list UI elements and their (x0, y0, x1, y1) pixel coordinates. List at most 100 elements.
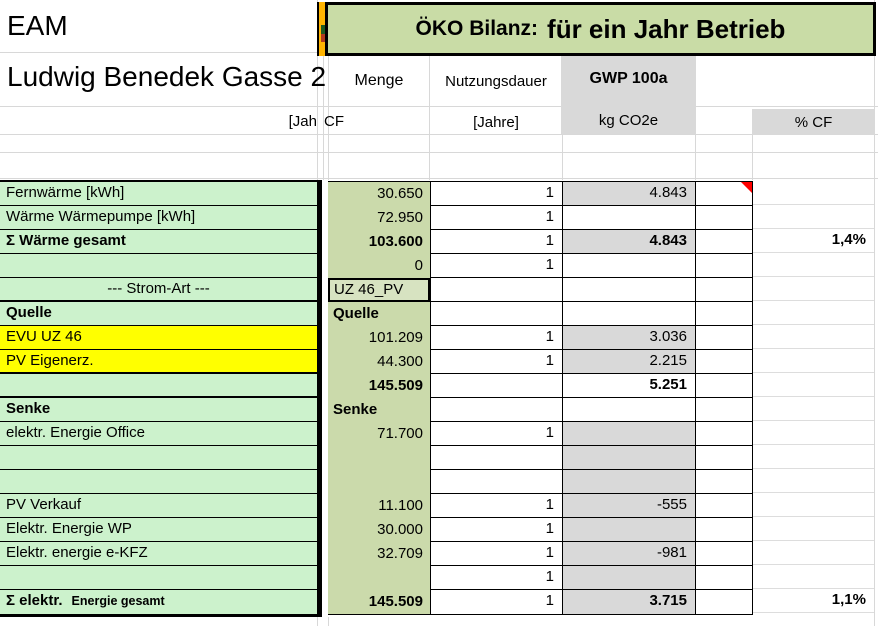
cf-percent-cell[interactable] (753, 205, 874, 229)
row-label-cell[interactable]: Elektr. Energie WP (0, 518, 317, 542)
menge-value-cell[interactable] (328, 470, 430, 494)
nutzungsdauer-value-cell[interactable] (431, 470, 562, 494)
row-label-cell[interactable]: --- Strom-Art --- (0, 278, 317, 302)
nutzungsdauer-value-cell[interactable]: 1 (431, 206, 562, 230)
note-cell[interactable] (696, 206, 752, 230)
cf-percent-cell[interactable] (753, 493, 874, 517)
menge-value-cell[interactable]: 44.300 (377, 353, 423, 370)
gwp-value-cell[interactable]: 4.843 (563, 182, 695, 206)
note-cell[interactable] (696, 230, 752, 254)
report-title-banner[interactable]: ÖKO Bilanz: für ein Jahr Betrieb (325, 2, 876, 56)
clipped-year-label[interactable]: [Jah (288, 113, 317, 130)
row-label-cell[interactable]: Elektr. energie e-KFZ (0, 542, 317, 566)
nutzungsdauer-value-cell[interactable]: 1 (431, 230, 562, 254)
gwp-value-cell[interactable] (563, 566, 695, 590)
gwp-value-cell[interactable] (563, 470, 695, 494)
nutzungsdauer-value-cell[interactable] (431, 398, 562, 422)
cf-label[interactable]: CF (324, 113, 344, 130)
gwp-value-cell[interactable] (563, 518, 695, 542)
menge-value-cell[interactable]: 30.000 (377, 521, 423, 538)
cf-percent-cell[interactable] (753, 421, 874, 445)
nutzungsdauer-column-header[interactable]: Nutzungsdauer (445, 72, 547, 90)
gwp-value-cell[interactable]: -981 (563, 542, 695, 566)
cf-percent-cell[interactable] (753, 517, 874, 541)
cf-percent-cell[interactable]: 1,1% (753, 589, 874, 613)
row-label-cell[interactable] (0, 446, 317, 470)
cf-percent-cell[interactable] (753, 325, 874, 349)
row-label-cell[interactable]: Senke (0, 398, 317, 422)
cf-percent-cell[interactable] (753, 373, 874, 397)
note-cell[interactable] (696, 254, 752, 278)
note-cell[interactable] (696, 182, 752, 206)
note-cell[interactable] (696, 278, 752, 302)
address-cell[interactable]: Ludwig Benedek Gasse 2 (7, 61, 327, 92)
gwp-value-cell[interactable] (563, 422, 695, 446)
nutzungsdauer-value-cell[interactable]: 1 (431, 182, 562, 206)
gwp-value-cell[interactable]: 5.251 (563, 374, 695, 398)
gwp-column-header[interactable]: GWP 100a kg CO2e (561, 56, 696, 134)
cf-percent-cell[interactable] (753, 277, 874, 301)
gwp-value-cell[interactable]: -555 (563, 494, 695, 518)
menge-value-cell[interactable] (328, 446, 430, 470)
cf-percent-cell[interactable] (753, 469, 874, 493)
cf-percent-cell[interactable] (753, 445, 874, 469)
nutzungsdauer-value-cell[interactable]: 1 (431, 542, 562, 566)
gwp-value-cell[interactable] (563, 254, 695, 278)
note-cell[interactable] (696, 302, 752, 326)
menge-value-cell[interactable]: 32.709 (377, 545, 423, 562)
nutzungsdauer-value-cell[interactable]: 1 (545, 592, 554, 609)
cf-percent-cell[interactable] (753, 181, 874, 205)
note-cell[interactable] (696, 374, 752, 398)
note-cell[interactable] (696, 326, 752, 350)
row-label-cell[interactable] (0, 254, 317, 278)
note-cell[interactable] (696, 494, 752, 518)
nutzungsdauer-unit-label[interactable]: [Jahre] (473, 113, 519, 131)
menge-value-cell[interactable] (328, 566, 430, 590)
nutzungsdauer-value-cell[interactable]: 1 (431, 422, 562, 446)
nutzungsdauer-value-cell[interactable]: 1 (431, 518, 562, 542)
row-label-cell[interactable]: Wärme Wärmepumpe [kWh] (0, 206, 317, 230)
row-label-cell[interactable]: Σ Wärme gesamt (0, 230, 317, 254)
gwp-value-cell[interactable]: 3.715 (563, 590, 695, 614)
note-cell[interactable] (696, 422, 752, 446)
cf-percent-cell[interactable] (753, 565, 874, 589)
row-label-cell[interactable]: PV Eigenerz. (0, 350, 317, 374)
menge-value-cell[interactable]: 101.209 (368, 329, 423, 346)
gwp-value-cell[interactable] (563, 278, 695, 302)
nutzungsdauer-value-cell[interactable]: 1 (431, 566, 562, 590)
row-label-cell[interactable] (0, 374, 317, 398)
nutzungsdauer-value-cell[interactable] (431, 278, 562, 302)
gwp-value-cell[interactable] (563, 446, 695, 470)
cf-percent-cell[interactable] (753, 541, 874, 565)
row-label-cell[interactable]: EVU UZ 46 (0, 326, 317, 350)
menge-value-cell[interactable]: 72.950 (377, 209, 423, 226)
note-cell[interactable] (696, 542, 752, 566)
nutzungsdauer-value-cell[interactable]: 1 (431, 254, 562, 278)
menge-value-cell[interactable]: Quelle (333, 305, 379, 322)
menge-value-cell[interactable]: 103.600 (368, 233, 423, 250)
nutzungsdauer-value-cell[interactable] (431, 446, 562, 470)
menge-value-cell[interactable]: 11.100 (378, 497, 423, 514)
gwp-value-cell[interactable]: 4.843 (563, 230, 695, 254)
note-cell[interactable] (696, 518, 752, 542)
menge-value-cell[interactable]: UZ 46_PV (328, 278, 430, 302)
cf-percent-cell[interactable] (753, 301, 874, 325)
menge-column-header[interactable]: Menge (354, 72, 404, 89)
cf-percent-cell[interactable] (753, 349, 874, 373)
menge-value-cell[interactable]: 71.700 (377, 425, 423, 442)
menge-value-cell[interactable]: Senke (333, 401, 378, 418)
menge-value-cell[interactable]: 145.509 (368, 377, 423, 394)
row-label-cell[interactable] (0, 470, 317, 494)
row-label-cell[interactable]: Fernwärme [kWh] (0, 182, 317, 206)
nutzungsdauer-value-cell[interactable] (431, 374, 562, 398)
gwp-value-cell[interactable] (563, 302, 695, 326)
gwp-value-cell[interactable]: 3.036 (563, 326, 695, 350)
cf-percent-cell[interactable] (753, 253, 874, 277)
gwp-value-cell[interactable]: 2.215 (563, 350, 695, 374)
nutzungsdauer-value-cell[interactable]: 1 (431, 326, 562, 350)
orange-stripe-cell[interactable] (317, 2, 326, 56)
nutzungsdauer-value-cell[interactable]: 1 (431, 494, 562, 518)
gwp-value-cell[interactable] (563, 206, 695, 230)
row-label-cell[interactable]: Quelle (0, 302, 317, 326)
company-name-cell[interactable]: EAM (7, 10, 68, 41)
